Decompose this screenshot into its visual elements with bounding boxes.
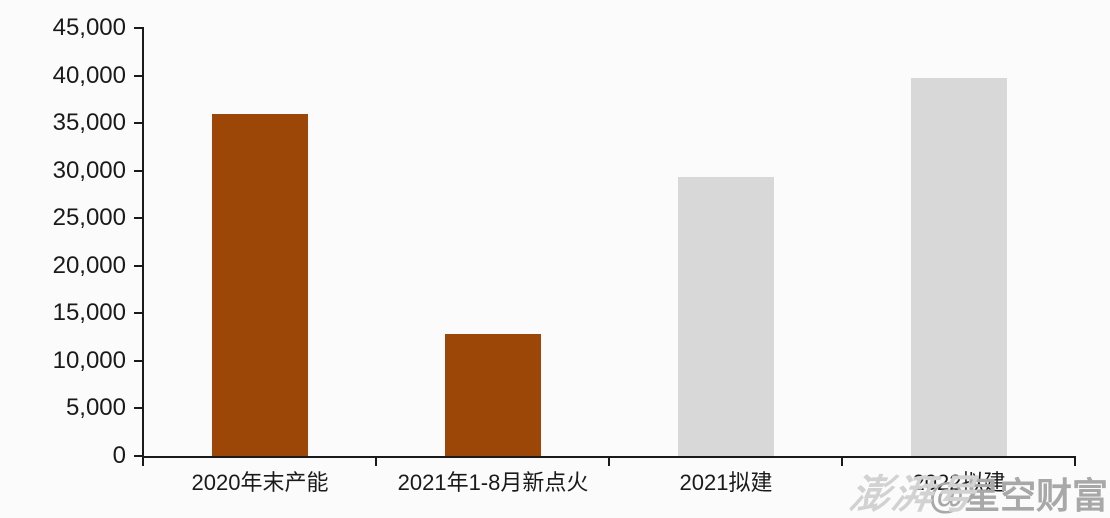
x-axis-category-label: 2021拟建	[679, 470, 773, 495]
x-axis-tick	[1074, 458, 1076, 466]
y-axis-tick-label: 5,000	[65, 394, 126, 422]
y-axis-tick-label: 20,000	[52, 251, 126, 279]
x-axis-line	[142, 456, 1076, 458]
x-axis-tick	[142, 458, 144, 466]
bar	[212, 114, 308, 456]
y-axis-tick	[134, 169, 142, 172]
y-axis-tick	[134, 264, 142, 267]
x-axis-tick	[608, 458, 610, 466]
y-axis-tick-label: 25,000	[52, 204, 126, 232]
y-axis-tick	[134, 217, 142, 220]
y-axis-tick	[134, 74, 142, 77]
y-axis-line	[142, 27, 144, 458]
y-axis-tick	[134, 359, 142, 362]
y-axis-tick-label: 40,000	[52, 61, 126, 89]
y-axis-tick	[134, 27, 142, 29]
bar	[911, 78, 1007, 456]
x-axis-tick	[841, 458, 843, 466]
x-axis-category-label: 2020年末产能	[191, 470, 329, 495]
bar	[678, 177, 774, 456]
x-axis-tick	[375, 458, 377, 466]
y-axis-tick-label: 30,000	[52, 156, 126, 184]
y-axis-tick	[134, 455, 142, 457]
x-axis-category-label: 2022拟建	[912, 470, 1006, 495]
y-axis-tick	[134, 407, 142, 410]
bar	[445, 334, 541, 456]
x-axis-category-label: 2021年1-8月新点火	[397, 470, 589, 495]
y-axis-tick-label: 15,000	[52, 299, 126, 327]
y-axis-tick	[134, 122, 142, 125]
y-axis-tick-label: 35,000	[52, 109, 126, 137]
y-axis-tick	[134, 312, 142, 315]
y-axis-tick-label: 45,000	[52, 14, 126, 41]
y-axis-tick-label: 10,000	[52, 346, 126, 374]
y-axis-tick-label: 0	[112, 442, 126, 469]
